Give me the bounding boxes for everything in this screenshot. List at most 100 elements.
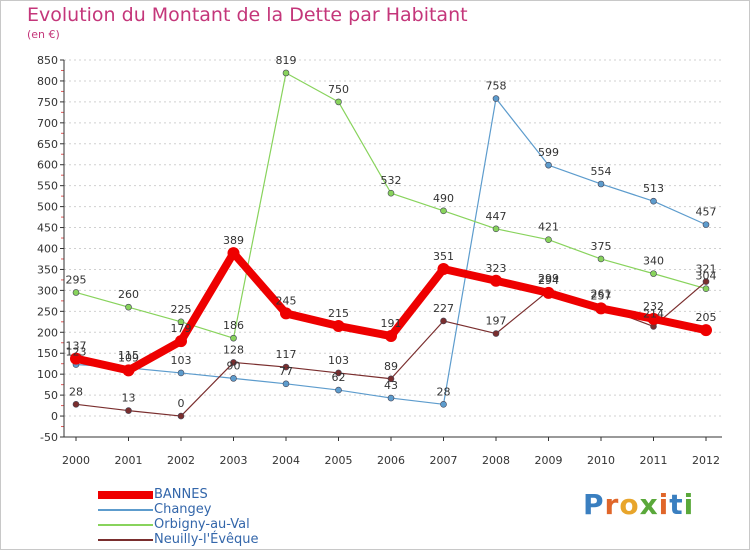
data-point: [282, 363, 290, 371]
data-point: [702, 285, 710, 293]
legend-label: Neuilly-l'Évêque: [154, 532, 259, 547]
data-point: [387, 189, 395, 197]
data-point: [177, 369, 185, 377]
data-label: 389: [223, 234, 244, 247]
legend-label: Orbigny-au-Val: [154, 517, 250, 532]
data-point: [492, 95, 500, 102]
y-tick-label: 750: [37, 96, 58, 109]
data-label: 758: [486, 80, 507, 93]
data-label: 294: [538, 274, 559, 287]
data-point: [650, 197, 657, 205]
legend-label: BANNES: [154, 487, 208, 502]
data-point: [597, 255, 605, 263]
data-label: 90: [227, 359, 241, 372]
data-point: [437, 263, 450, 276]
data-point: [227, 247, 240, 260]
logo-letter: P: [583, 488, 605, 521]
logo-letter: i: [658, 488, 670, 521]
y-tick-label: 400: [37, 243, 58, 256]
data-point: [282, 69, 290, 77]
data-point: [230, 334, 237, 342]
data-point: [282, 380, 290, 388]
data-point: [702, 278, 710, 285]
chart-unit-label: (en €): [27, 28, 60, 41]
logo-letter: r: [604, 488, 620, 521]
y-tick-label: 700: [37, 117, 58, 130]
x-tick-label: 2000: [62, 454, 90, 467]
x-tick-label: 2011: [640, 454, 668, 467]
data-point: [70, 352, 82, 365]
data-point: [490, 274, 502, 287]
data-point: [702, 221, 710, 228]
data-point: [492, 330, 500, 337]
legend-label: Changey: [154, 502, 212, 517]
y-tick-label: 300: [37, 284, 58, 297]
data-label: 225: [171, 303, 192, 316]
data-point: [125, 407, 132, 414]
y-tick-label: 350: [37, 263, 58, 276]
data-label: 77: [279, 365, 293, 378]
legend-item: Changey: [98, 502, 338, 517]
data-label: 197: [486, 315, 507, 328]
proxiti-logo: Proxiti: [583, 488, 694, 521]
x-tick-label: 2009: [535, 454, 563, 467]
data-label: 191: [381, 317, 402, 330]
data-point: [387, 375, 395, 383]
data-label: 299: [538, 272, 559, 285]
data-point: [122, 364, 135, 377]
data-point: [72, 401, 80, 408]
data-label: 28: [437, 385, 451, 398]
data-label: 123: [66, 346, 87, 359]
data-label: 179: [171, 322, 192, 335]
data-label: 599: [538, 146, 559, 159]
data-label: 62: [332, 371, 346, 384]
logo-letter: x: [639, 488, 659, 521]
data-label: 215: [328, 307, 349, 320]
y-tick-label: 650: [37, 138, 58, 151]
chart-title: Evolution du Montant de la Dette par Hab…: [27, 4, 468, 26]
data-point: [332, 319, 345, 332]
data-point: [335, 386, 342, 394]
data-point: [545, 236, 552, 244]
data-label: 304: [696, 270, 717, 283]
data-label: 205: [696, 311, 717, 324]
data-point: [335, 98, 342, 106]
x-tick-label: 2006: [377, 454, 405, 467]
data-label: 186: [223, 319, 244, 332]
y-tick-label: 50: [44, 389, 58, 402]
x-tick-label: 2008: [482, 454, 510, 467]
legend-swatch: [98, 509, 153, 511]
data-label: 13: [122, 392, 136, 405]
data-point: [440, 401, 447, 408]
x-tick-label: 2012: [692, 454, 720, 467]
data-label: 43: [384, 379, 398, 392]
data-point: [280, 307, 292, 320]
legend-item: BANNES: [98, 487, 338, 502]
data-label: 554: [591, 165, 612, 178]
data-point: [545, 161, 552, 169]
data-label: 103: [171, 354, 192, 367]
y-tick-label: 850: [37, 54, 58, 67]
data-label: 340: [643, 255, 664, 268]
data-point: [597, 180, 605, 188]
data-point: [230, 359, 237, 366]
data-label: 137: [66, 340, 87, 353]
data-label: 260: [118, 288, 139, 301]
data-label: 457: [696, 206, 717, 219]
y-tick-label: 500: [37, 201, 58, 214]
data-label: 421: [538, 221, 559, 234]
data-label: 103: [328, 354, 349, 367]
y-tick-label: 450: [37, 222, 58, 235]
data-label: 513: [643, 182, 664, 195]
data-label: 447: [486, 210, 507, 223]
y-tick-label: 550: [37, 180, 58, 193]
data-label: 819: [276, 54, 297, 67]
y-tick-label: 600: [37, 159, 58, 172]
y-tick-label: 250: [37, 305, 58, 318]
legend-swatch: [98, 524, 153, 526]
data-point: [595, 302, 607, 315]
data-point: [542, 286, 555, 299]
legend-swatch: [98, 539, 153, 541]
data-point: [177, 412, 185, 420]
